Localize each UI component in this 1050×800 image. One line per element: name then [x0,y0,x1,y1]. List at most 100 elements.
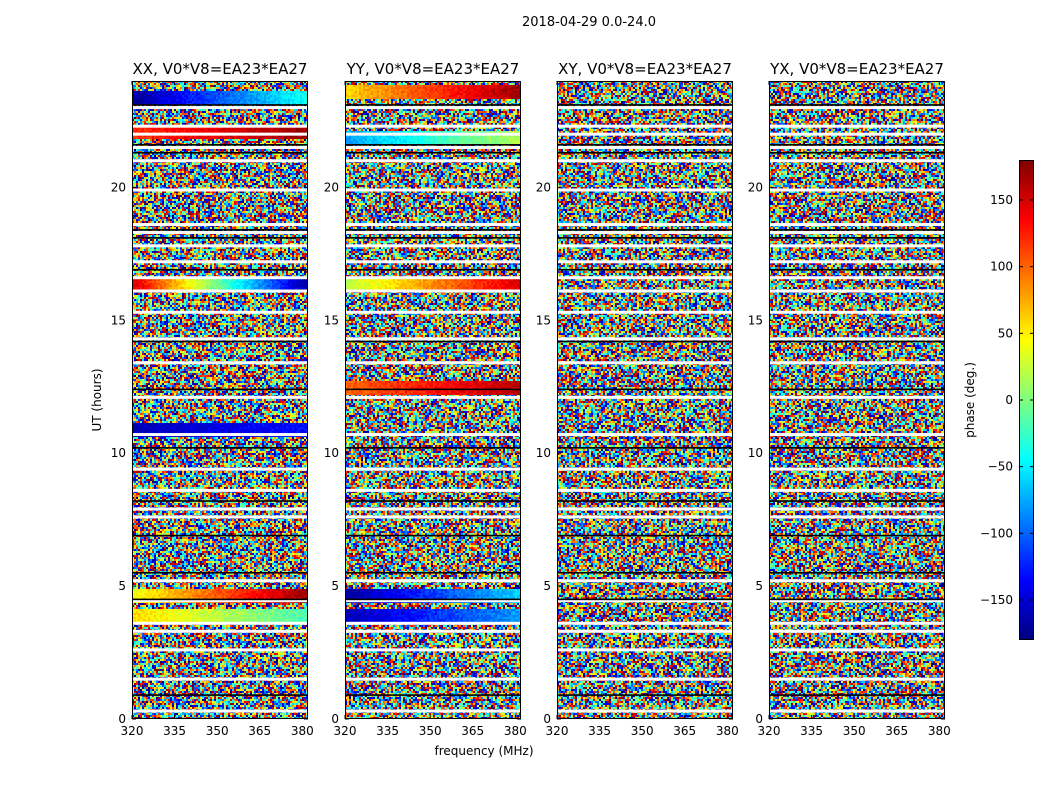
panel-title: YY, V0*V8=EA23*EA27 [346,60,520,78]
flagged-row [132,677,308,681]
flagged-row [132,260,308,264]
flagged-row [557,231,733,235]
flagged-row [557,361,733,365]
dark-row [557,144,733,146]
dark-row [769,340,945,343]
dark-row [557,571,733,574]
colorbar-tick-label: 150 [990,193,1013,207]
flagged-row [132,310,308,314]
dark-row [132,144,308,146]
flagged-row [769,132,945,136]
x-tick-label: 320 [121,724,144,738]
flagged-row [345,276,521,280]
dark-row [132,237,308,239]
dark-row [132,340,308,343]
flagged-row [769,507,945,511]
dark-row [345,388,521,391]
flagged-row [132,621,308,625]
x-tick-label: 335 [588,724,611,738]
flagged-row [345,231,521,235]
heatmap-image-2 [345,81,521,719]
flagged-row [557,223,733,227]
x-tick-label: 365 [248,724,271,738]
y-tick-label: 5 [755,579,763,593]
dark-row [132,151,308,154]
flagged-row [557,621,733,625]
y-tick-label: 5 [543,579,551,593]
dark-row [769,144,945,146]
flagged-row [132,361,308,365]
dark-row [769,571,945,574]
flagged-row [769,223,945,227]
dark-row [557,237,733,239]
flagged-row [345,260,521,264]
flagged-row [557,648,733,652]
flagged-row [345,289,521,293]
dark-row [345,447,521,449]
flagged-row [345,433,521,437]
colorbar: 150 100 50 0 −50 −100 −150 phase (deg.) [963,160,1034,640]
dark-row [557,268,733,271]
dark-row [132,229,308,231]
dark-row [345,268,521,271]
dark-row [769,447,945,449]
flagged-row [345,677,521,681]
dark-row [769,151,945,154]
y-tick-label: 0 [755,712,763,726]
dark-row [769,268,945,271]
flagged-row [132,629,308,633]
colorbar-label: phase (deg.) [963,362,977,438]
dark-row [769,229,945,231]
dark-row [132,268,308,271]
y-tick-label: 20 [111,180,126,194]
x-tick-label: 380 [716,724,739,738]
flagged-row [557,159,733,163]
panel-frame [557,81,733,719]
panel-title: YX, V0*V8=EA23*EA27 [769,60,944,78]
x-tick-label: 350 [631,724,654,738]
x-tick-label: 380 [504,724,527,738]
flagged-row [769,515,945,519]
y-tick-label: 10 [111,446,126,460]
flagged-row [132,515,308,519]
panel-frame [132,81,308,719]
flagged-row [557,709,733,713]
flagged-row [557,507,733,511]
flagged-row [557,488,733,492]
panel-3: XY, V0*V8=EA23*EA27 320 335 350 365 380 0 5 10 15… [536,60,739,738]
dark-row [345,229,521,231]
flagged-row [345,629,521,633]
flagged-row [769,648,945,652]
y-tick-label: 0 [543,712,551,726]
flagged-row [345,124,521,128]
dark-row [345,237,521,239]
flagged-row [345,159,521,163]
dark-row [557,229,733,231]
flagged-row [557,629,733,633]
dark-row [132,571,308,574]
heatmap-image-4 [769,81,945,719]
panel-title: XY, V0*V8=EA23*EA27 [558,60,732,78]
flagged-row [557,244,733,248]
x-tick-label: 320 [758,724,781,738]
flagged-row [557,337,733,341]
flagged-row [769,145,945,149]
dark-row [345,340,521,343]
dark-row [132,388,308,391]
flagged-row [557,106,733,110]
flagged-row [132,244,308,248]
y-tick-label: 5 [331,579,339,593]
flagged-row [132,276,308,280]
dark-row [769,237,945,239]
dark-row [557,447,733,449]
colorbar-tick-label: −50 [988,460,1013,474]
panel-frame [769,81,945,719]
flagged-row [132,507,308,511]
dark-row [557,151,733,154]
flagged-row [769,260,945,264]
flagged-row [769,276,945,280]
x-tick-label: 350 [419,724,442,738]
flagged-row [345,621,521,625]
x-tick-label: 365 [673,724,696,738]
